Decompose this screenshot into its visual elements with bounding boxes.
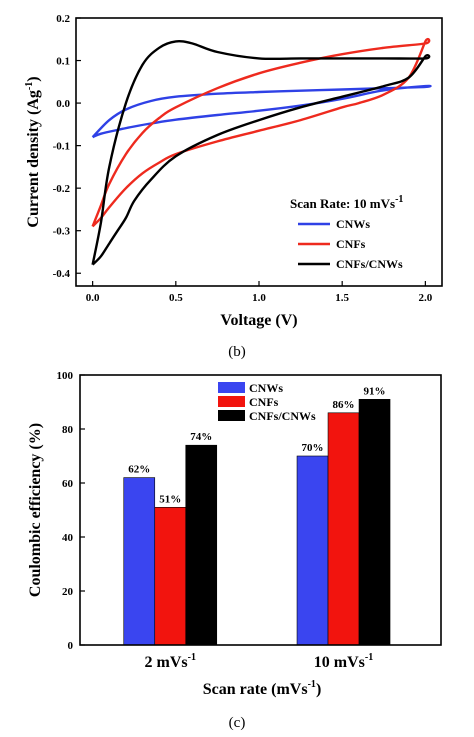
cv-x-tick-label-1: 0.5: [169, 292, 183, 304]
cv-y-tick-label-2: -0.2: [53, 183, 71, 195]
efficiency-x-axis-title: Scan rate (mVs-1): [203, 679, 322, 698]
cv-y-tick-label-0: -0.4: [53, 268, 71, 280]
cv-legend-label-1: CNFs: [336, 237, 366, 251]
cv-x-axis-title: Voltage (V): [220, 312, 297, 329]
efficiency-x-axis-title-sup: -1: [308, 679, 316, 690]
efficiency-x-axis-title-main: Scan rate (mVs: [203, 681, 308, 698]
cv-series-2: [91, 39, 431, 266]
cv-legend: Scan Rate: 10 mVs-1 CNWs CNFs CNFs/CNWs: [290, 194, 403, 271]
efficiency-legend-label-0: CNWs: [249, 381, 283, 395]
cv-chart: 0.0 0.5 1.0 1.5 2.0 -0.4 -0.3 -0.2 -0.1 0.0 0.1 0.2…: [24, 13, 443, 360]
efficiency-bar-label-1-0: 51%: [159, 493, 181, 505]
efficiency-legend-swatch-1: [218, 396, 245, 407]
cv-x-tick-label-4: 2.0: [418, 292, 432, 304]
efficiency-bar-label-0-0: 62%: [128, 464, 150, 476]
cv-x-tick-label-3: 1.5: [335, 292, 349, 304]
efficiency-legend-label-1: CNFs: [249, 395, 279, 409]
cv-axis-ticks: 0.0 0.5 1.0 1.5 2.0 -0.4 -0.3 -0.2 -0.1 0.0 0.1 0.2: [53, 13, 433, 304]
panel-label-b: (b): [228, 344, 246, 360]
efficiency-category-sup-0: -1: [188, 652, 196, 663]
efficiency-bar-2-1: [358, 398, 391, 646]
efficiency-category-labels: 2 mVs-1 10 mVs-1: [145, 652, 374, 671]
efficiency-bar-1-1: [327, 412, 360, 646]
cv-y-axis-title-main: Current density (Ag: [25, 90, 42, 227]
efficiency-y-tick-label-1: 20: [62, 586, 74, 598]
efficiency-bar-label-2-1: 91%: [364, 385, 386, 397]
cv-y-tick-label-5: 0.1: [56, 56, 70, 68]
efficiency-y-tick-label-2: 40: [62, 532, 74, 544]
panel-label-c: (c): [229, 715, 246, 731]
efficiency-bar-0-1: [296, 455, 329, 646]
cv-y-tick-label-4: 0.0: [56, 98, 70, 110]
cv-legend-title-sup: -1: [395, 194, 403, 205]
cv-y-tick-label-1: -0.3: [53, 226, 71, 238]
cv-y-axis-title: Current density (Ag-1): [24, 76, 42, 227]
efficiency-bar-label-1-1: 86%: [333, 399, 355, 411]
cv-y-tick-label-6: 0.2: [56, 13, 70, 25]
efficiency-y-axis-title: Coulombic efficiency (%): [27, 423, 44, 597]
efficiency-y-tick-label-0: 0: [68, 640, 74, 652]
efficiency-bar-0-0: [123, 477, 156, 646]
cv-series-0: [91, 84, 432, 139]
cv-series-group: [91, 37, 432, 266]
efficiency-bar-label-2-0: 74%: [190, 431, 212, 443]
efficiency-bars-group: 62% 51% 74% 70% 86% 91%: [123, 385, 391, 646]
efficiency-legend-swatch-0: [218, 382, 245, 393]
cv-legend-title: Scan Rate: 10 mVs-1: [290, 194, 403, 211]
cv-x-tick-label-2: 1.0: [252, 292, 266, 304]
efficiency-bar-label-0-1: 70%: [302, 442, 324, 454]
efficiency-x-axis-title-close: ): [316, 681, 321, 698]
efficiency-plot-frame: [79, 374, 442, 646]
efficiency-legend-swatch-2: [218, 410, 245, 421]
cv-y-axis-title-close: ): [25, 76, 42, 81]
efficiency-bar-2-0: [185, 444, 218, 646]
cv-y-tick-label-3: -0.1: [53, 141, 70, 153]
efficiency-bar-1-0: [154, 506, 187, 646]
cv-y-axis-title-sup: -1: [24, 82, 35, 90]
cv-legend-title-main: Scan Rate: 10 mVs: [290, 196, 395, 211]
efficiency-y-tick-label-4: 80: [62, 424, 74, 436]
efficiency-y-tick-label-5: 100: [57, 370, 74, 382]
cv-legend-label-0: CNWs: [336, 217, 370, 231]
efficiency-legend-label-2: CNFs/CNWs: [249, 409, 316, 423]
efficiency-y-tick-label-3: 60: [62, 478, 74, 490]
cv-legend-label-2: CNFs/CNWs: [336, 257, 403, 271]
efficiency-category-sup-1: -1: [365, 652, 373, 663]
efficiency-category-main-0: 2 mVs: [145, 654, 188, 671]
efficiency-category-0: 2 mVs-1: [145, 652, 196, 671]
efficiency-category-main-1: 10 mVs: [314, 654, 365, 671]
cv-x-tick-label-0: 0.0: [86, 292, 100, 304]
efficiency-category-1: 10 mVs-1: [314, 652, 373, 671]
